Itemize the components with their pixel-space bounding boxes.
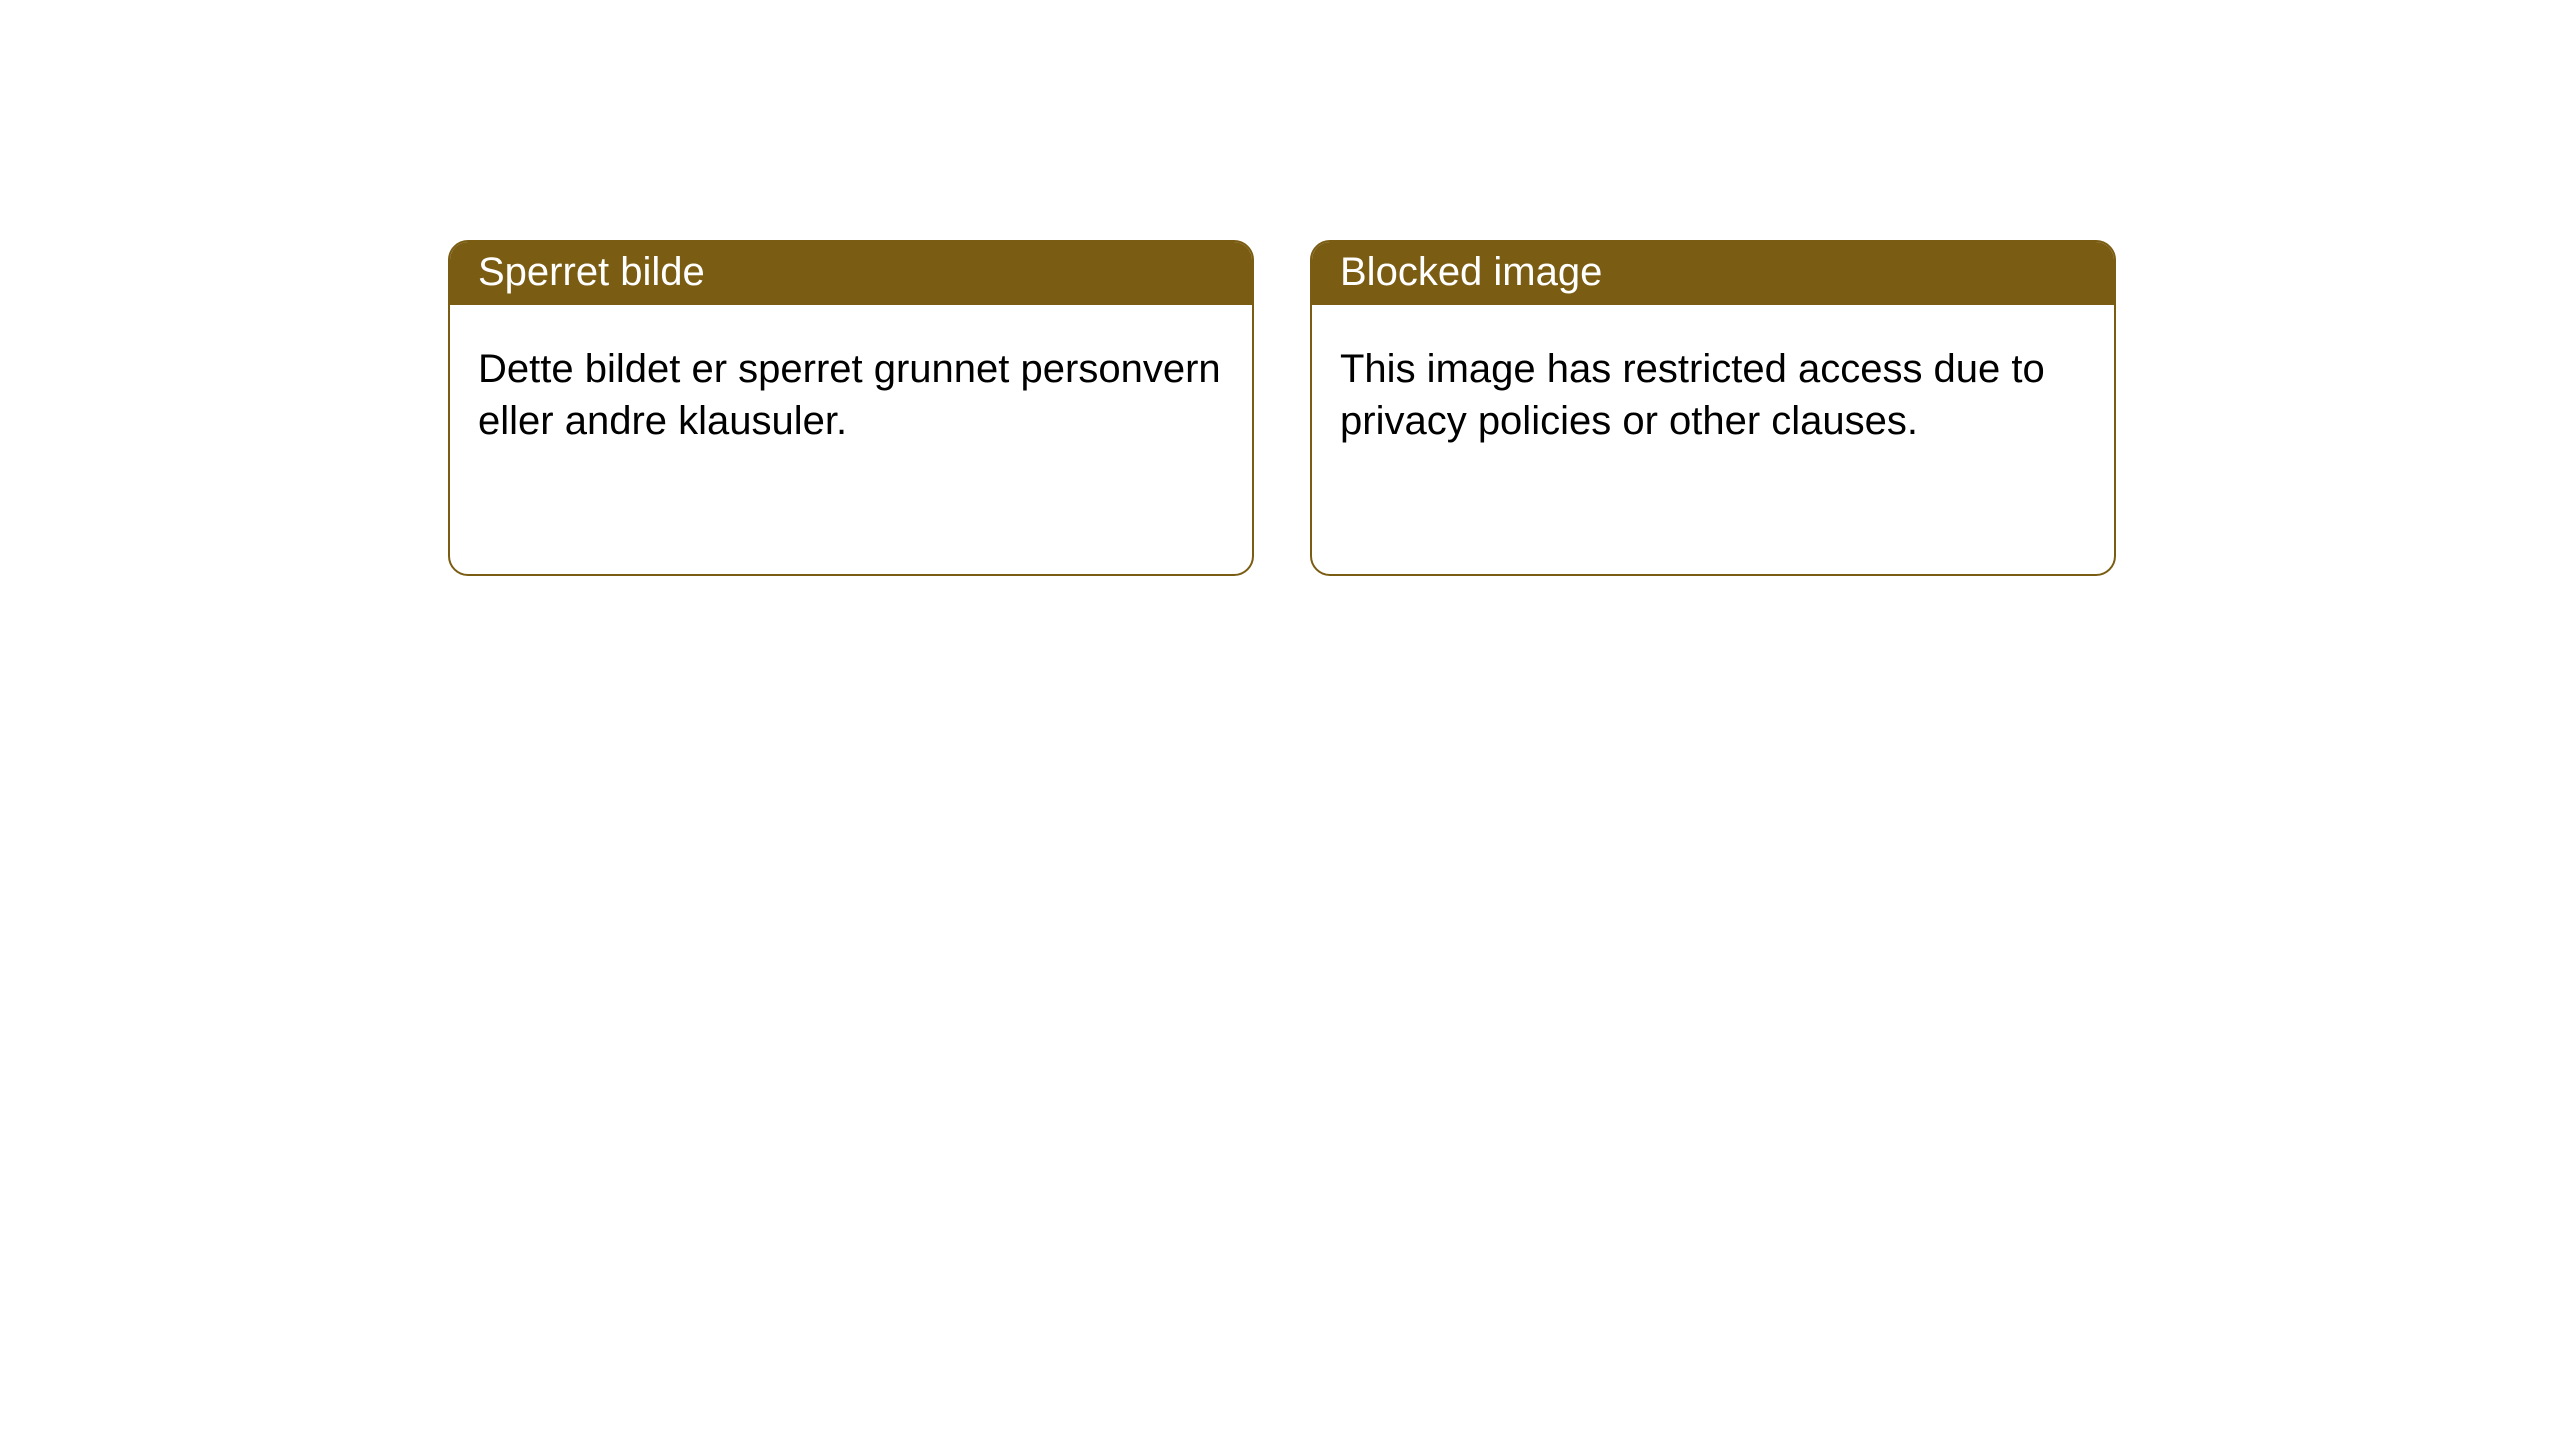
card-title-en: Blocked image [1312, 242, 2114, 305]
blocked-image-card-no: Sperret bilde Dette bildet er sperret gr… [448, 240, 1254, 576]
card-body-no: Dette bildet er sperret grunnet personve… [450, 305, 1252, 485]
notice-container: Sperret bilde Dette bildet er sperret gr… [0, 0, 2560, 576]
card-body-en: This image has restricted access due to … [1312, 305, 2114, 485]
card-title-no: Sperret bilde [450, 242, 1252, 305]
blocked-image-card-en: Blocked image This image has restricted … [1310, 240, 2116, 576]
